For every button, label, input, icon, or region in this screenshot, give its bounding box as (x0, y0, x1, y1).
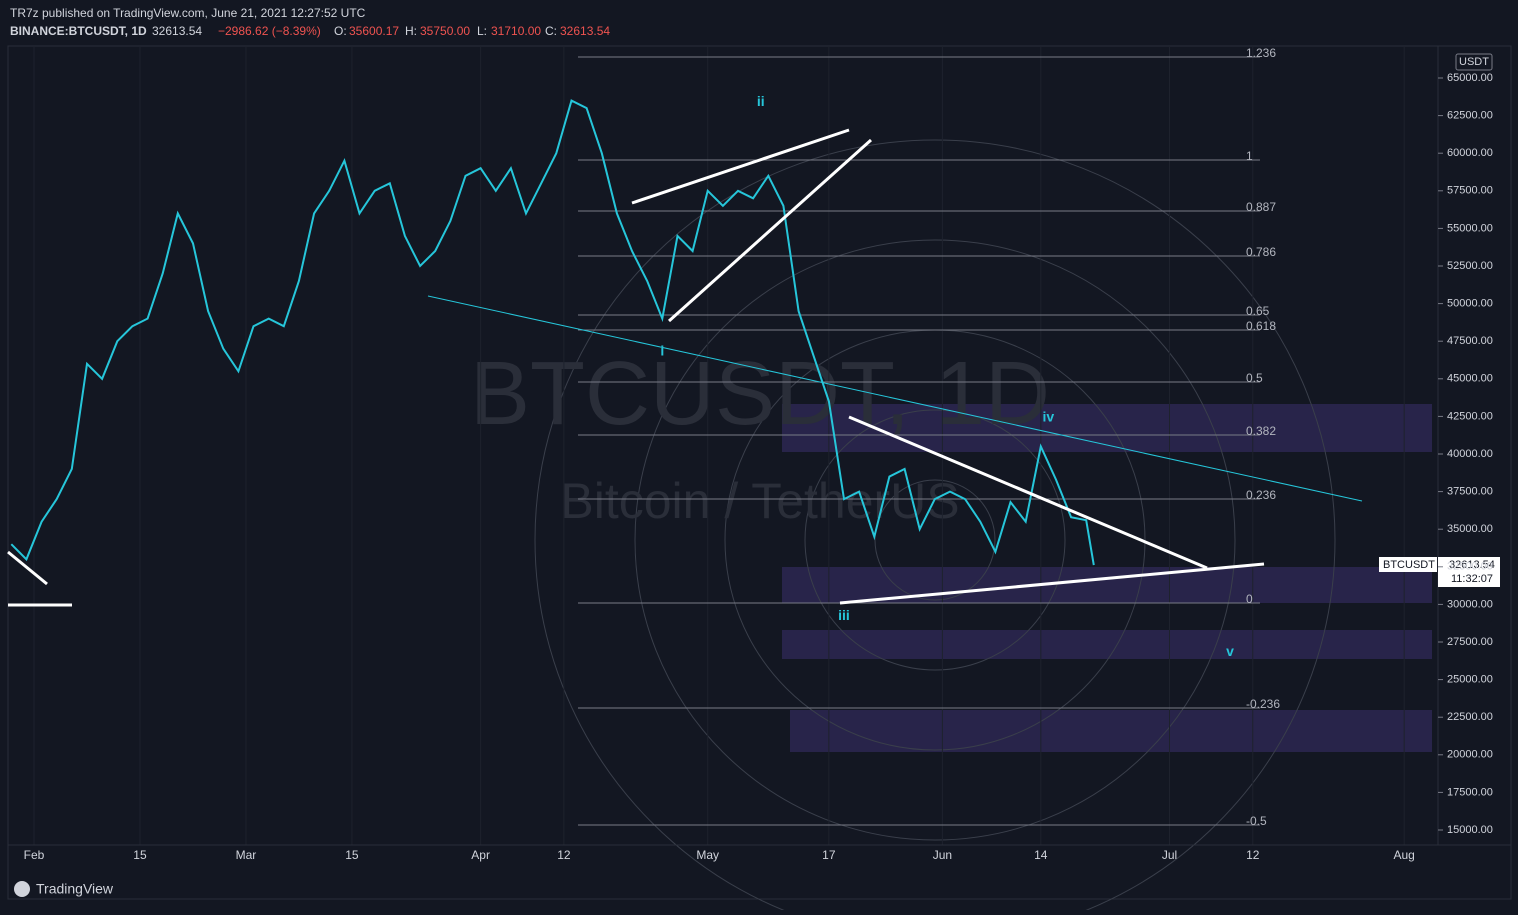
h-label: H: (405, 24, 417, 38)
y-tick-label: 57500.00 (1447, 185, 1493, 197)
publisher: TR7z published on TradingView.com, June … (10, 6, 366, 20)
y-tick-label: 30000.00 (1447, 598, 1493, 610)
y-tick-label: 15000.00 (1447, 824, 1493, 836)
x-tick-label: 15 (133, 848, 147, 862)
y-tick-label: 25000.00 (1447, 674, 1493, 686)
watermark: Bitcoin / TetherUS (560, 473, 959, 529)
x-tick-label: 12 (1246, 848, 1260, 862)
fib-label: 1.236 (1246, 46, 1276, 60)
x-tick-label: Mar (236, 848, 257, 862)
l-label: L: (477, 24, 487, 38)
high: 35750.00 (420, 24, 470, 38)
y-tick-label: 32500.00 (1447, 561, 1493, 573)
fib-label: 0.618 (1246, 319, 1276, 333)
fib-label: 0.236 (1246, 488, 1276, 502)
open: 35600.17 (349, 24, 399, 38)
fib-label: -0.236 (1246, 697, 1280, 711)
currency-box (1455, 53, 1493, 71)
y-tick-label: 50000.00 (1447, 298, 1493, 310)
zone (790, 710, 1432, 752)
x-tick-label: Apr (471, 848, 490, 862)
y-tick-label: 47500.00 (1447, 335, 1493, 347)
fib-label: 0.887 (1246, 200, 1276, 214)
y-tick-label: 60000.00 (1447, 147, 1493, 159)
wave-label: v (1226, 643, 1234, 659)
wave-label: iii (838, 607, 850, 623)
change: −2986.62 (−8.39%) (218, 24, 321, 38)
zone (782, 567, 1432, 603)
last: 32613.54 (152, 24, 202, 38)
fib-label: -0.5 (1246, 814, 1267, 828)
x-tick-label: 15 (345, 848, 359, 862)
wave-label: iv (1043, 409, 1055, 425)
legend: BINANCE:BTCUSDT, 1D 32613.54 −2986.62 (−… (10, 24, 610, 38)
o-label: O: (334, 24, 347, 38)
c-label: C: (545, 24, 557, 38)
y-tick-label: 35000.00 (1447, 523, 1493, 535)
trendline (427, 295, 1363, 502)
currency: USDT (1459, 56, 1489, 68)
x-tick-label: Jun (933, 848, 952, 862)
x-tick-label: Aug (1393, 848, 1414, 862)
tag-symbol: BTCUSDT (1383, 559, 1435, 571)
y-tick-label: 27500.00 (1447, 636, 1493, 648)
fib-label: 0.65 (1246, 304, 1270, 318)
fib-label: 0.786 (1246, 245, 1276, 259)
fib-circles (534, 139, 1336, 915)
brand[interactable]: TradingView (36, 881, 114, 897)
x-tick-label: 12 (557, 848, 571, 862)
fib-label: 0 (1246, 592, 1253, 606)
symbol: BINANCE:BTCUSDT, 1D (10, 24, 147, 38)
y-tick-label: 20000.00 (1447, 749, 1493, 761)
y-tick-label: 42500.00 (1447, 410, 1493, 422)
trendlines (7, 128, 1265, 607)
y-tick-label: 22500.00 (1447, 711, 1493, 723)
x-tick-label: May (696, 848, 719, 862)
y-tick-label: 17500.00 (1447, 786, 1493, 798)
zone (782, 630, 1432, 659)
price-line (10, 99, 1095, 566)
tag-countdown: 11:32:07 (1451, 573, 1493, 585)
fib-label: 1 (1246, 149, 1253, 163)
tag-box (1379, 557, 1437, 572)
y-tick-label: 55000.00 (1447, 222, 1493, 234)
y-tick-label: 52500.00 (1447, 260, 1493, 272)
price-tag (1438, 557, 1500, 587)
wave-label: ii (757, 93, 765, 109)
y-tick-label: 37500.00 (1447, 486, 1493, 498)
y-tick-label: 40000.00 (1447, 448, 1493, 460)
fib-label: 0.5 (1246, 371, 1263, 385)
x-tick-label: 17 (822, 848, 836, 862)
y-tick-label: 45000.00 (1447, 373, 1493, 385)
watermark: BTCUSDT, 1D (470, 344, 1050, 444)
fib-label: 0.382 (1246, 424, 1276, 438)
x-tick-label: Jul (1162, 848, 1177, 862)
close: 32613.54 (560, 24, 610, 38)
low: 31710.00 (491, 24, 541, 38)
tag-price: 32613.54 (1449, 559, 1495, 571)
y-tick-label: 62500.00 (1447, 110, 1493, 122)
wave-label: i (660, 342, 664, 358)
y-tick-label: 65000.00 (1447, 72, 1493, 84)
x-tick-label: Feb (24, 848, 45, 862)
x-tick-label: 14 (1034, 848, 1048, 862)
logo[interactable] (14, 881, 30, 897)
